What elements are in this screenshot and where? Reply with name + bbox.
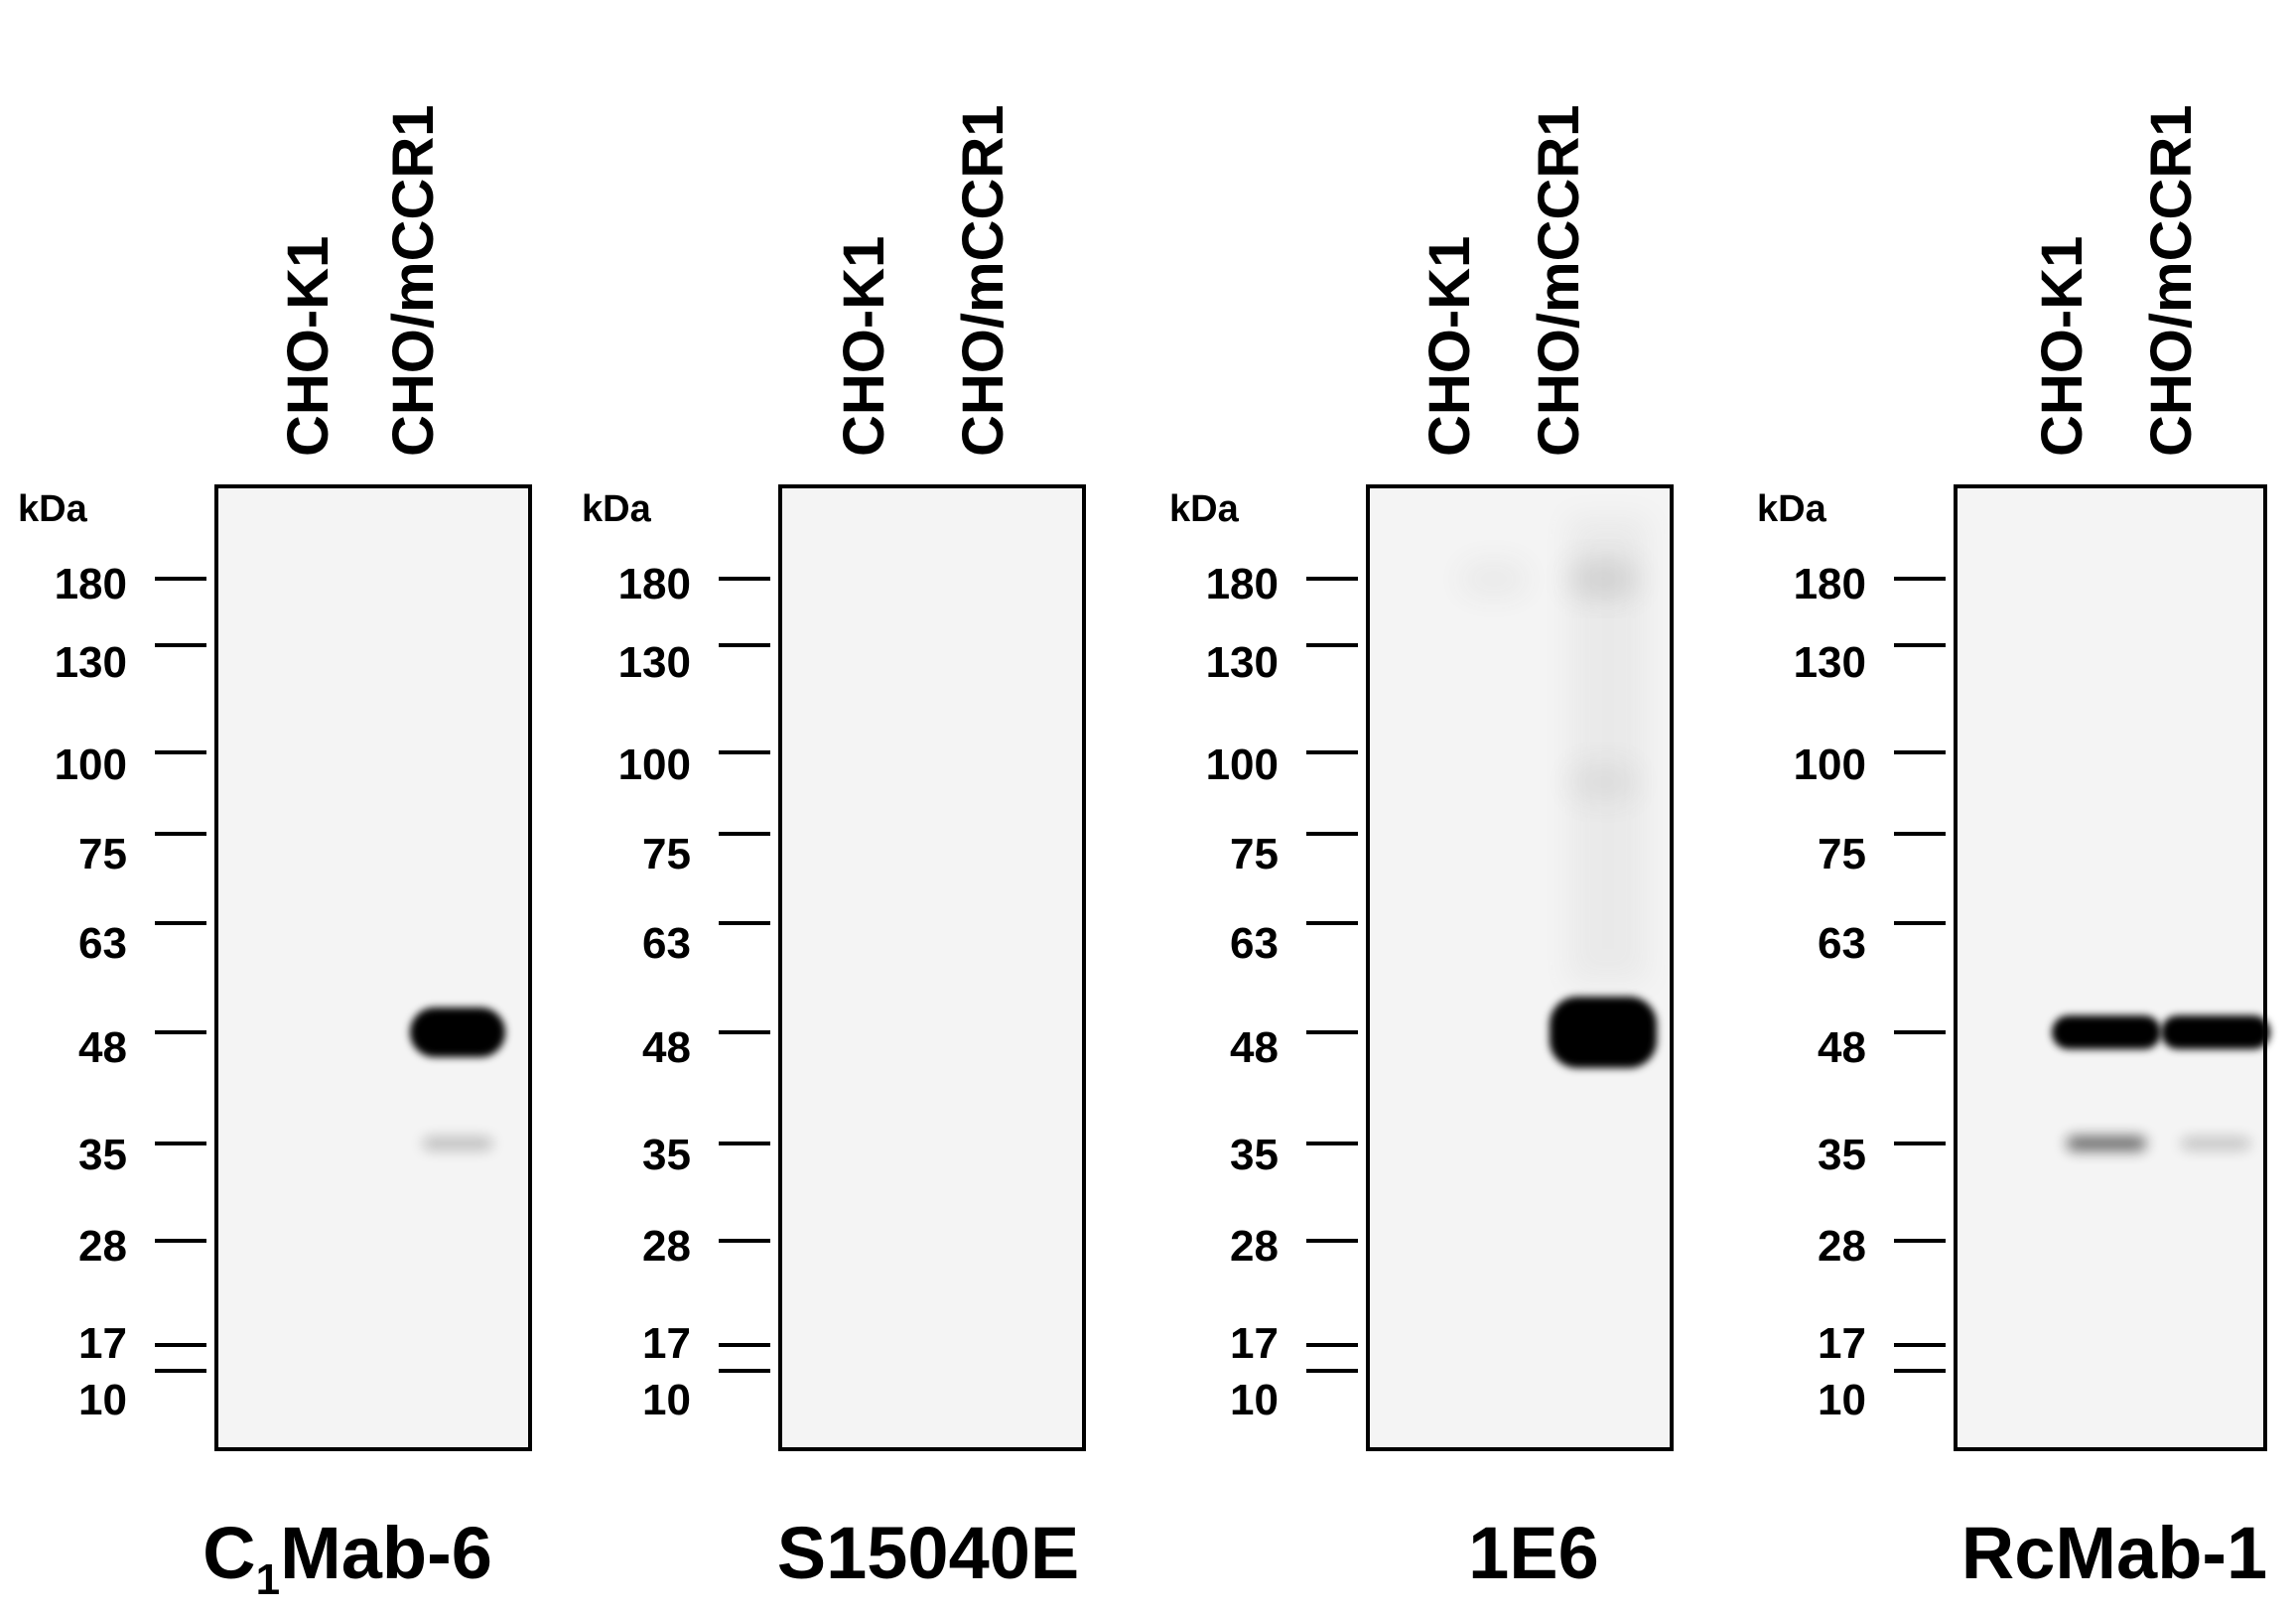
- lane-label: CHO/mCCR1: [2139, 105, 2204, 458]
- band-chomccr1-48: [2161, 1015, 2270, 1049]
- band-chok1-35: [2067, 1137, 2146, 1150]
- marker-label-10: 10: [78, 1376, 127, 1424]
- marker-label-63: 63: [642, 919, 691, 968]
- marker-label-28: 28: [1230, 1222, 1279, 1271]
- band-chomccr1-48: [1550, 997, 1657, 1068]
- marker-label-48: 48: [1230, 1023, 1279, 1072]
- marker-label-180: 180: [1206, 560, 1279, 608]
- kda-unit-label: kDa: [18, 488, 88, 530]
- blot-panel-2: CHO-K1 CHO/mCCR1 kDa 180 130 100 75 63 48 35 28 17 1…: [582, 105, 1086, 1594]
- marker-label-10: 10: [1818, 1376, 1866, 1424]
- marker-label-130: 130: [618, 638, 691, 687]
- marker-label-17: 17: [642, 1319, 691, 1368]
- blot-membrane: [778, 484, 1086, 1451]
- marker-label-75: 75: [78, 830, 127, 878]
- lane-label: CHO-K1: [832, 236, 896, 457]
- antibody-name: 1E6: [1468, 1512, 1599, 1594]
- marker-label-180: 180: [55, 560, 127, 608]
- marker-label-100: 100: [1206, 740, 1279, 789]
- lane-label: CHO/mCCR1: [951, 105, 1015, 458]
- marker-label-180: 180: [1794, 560, 1866, 608]
- marker-label-75: 75: [642, 830, 691, 878]
- marker-label-100: 100: [618, 740, 691, 789]
- marker-label-28: 28: [642, 1222, 691, 1271]
- blot-panel-3: CHO-K1 CHO/mCCR1 kDa 180 130 100 75 63 48 35 28 17 1…: [1169, 105, 1674, 1594]
- blot-panel-4: CHO-K1 CHO/mCCR1 kDa 180 130 100 75 63 48 35 28 17 1…: [1757, 105, 2270, 1594]
- marker-label-35: 35: [1230, 1131, 1279, 1179]
- marker-label-35: 35: [78, 1131, 127, 1179]
- blot-membrane: [214, 484, 532, 1451]
- marker-label-17: 17: [1818, 1319, 1866, 1368]
- band-chomccr1-35: [423, 1138, 492, 1149]
- marker-label-17: 17: [1230, 1319, 1279, 1368]
- marker-label-63: 63: [1230, 919, 1279, 968]
- lane-smear: [1568, 516, 1648, 983]
- marker-label-28: 28: [1818, 1222, 1866, 1271]
- marker-label-48: 48: [78, 1023, 127, 1072]
- marker-label-48: 48: [1818, 1023, 1866, 1072]
- marker-label-28: 28: [78, 1222, 127, 1271]
- marker-label-17: 17: [78, 1319, 127, 1368]
- kda-unit-label: kDa: [1757, 488, 1827, 530]
- marker-label-75: 75: [1818, 830, 1866, 878]
- band-chomccr1-48: [410, 1008, 505, 1057]
- marker-label-63: 63: [1818, 919, 1866, 968]
- blot-panel-1: CHO-K1 CHO/mCCR1 kDa 180 130 100 75 63 48 35 28 17 1…: [18, 105, 532, 1604]
- antibody-name: RcMab-1: [1961, 1512, 2267, 1594]
- band-chomccr1-35: [2181, 1138, 2250, 1149]
- marker-label-35: 35: [642, 1131, 691, 1179]
- marker-label-10: 10: [642, 1376, 691, 1424]
- marker-label-10: 10: [1230, 1376, 1279, 1424]
- marker-label-48: 48: [642, 1023, 691, 1072]
- marker-label-100: 100: [55, 740, 127, 789]
- lane-label: CHO-K1: [276, 236, 340, 457]
- lane-label: CHO/mCCR1: [1527, 105, 1591, 458]
- kda-unit-label: kDa: [1169, 488, 1240, 530]
- marker-label-130: 130: [55, 638, 127, 687]
- marker-label-130: 130: [1794, 638, 1866, 687]
- marker-label-100: 100: [1794, 740, 1866, 789]
- marker-label-180: 180: [618, 560, 691, 608]
- blot-membrane: [1954, 484, 2267, 1451]
- lane-label: CHO-K1: [2030, 236, 2094, 457]
- blot-panels: CHO-K1 CHO/mCCR1 kDa 180 130 100 75 63 48 35 28 17 1…: [18, 105, 2270, 1604]
- band-chok1-48: [2052, 1015, 2161, 1049]
- antibody-name: C1Mab-6: [203, 1512, 492, 1604]
- kda-unit-label: kDa: [582, 488, 652, 530]
- marker-label-130: 130: [1206, 638, 1279, 687]
- marker-label-63: 63: [78, 919, 127, 968]
- marker-label-75: 75: [1230, 830, 1279, 878]
- band-chok1-180: [1459, 559, 1529, 599]
- lane-label: CHO/mCCR1: [381, 105, 446, 458]
- marker-label-35: 35: [1818, 1131, 1866, 1179]
- lane-label: CHO-K1: [1418, 236, 1482, 457]
- antibody-name: S15040E: [777, 1512, 1080, 1594]
